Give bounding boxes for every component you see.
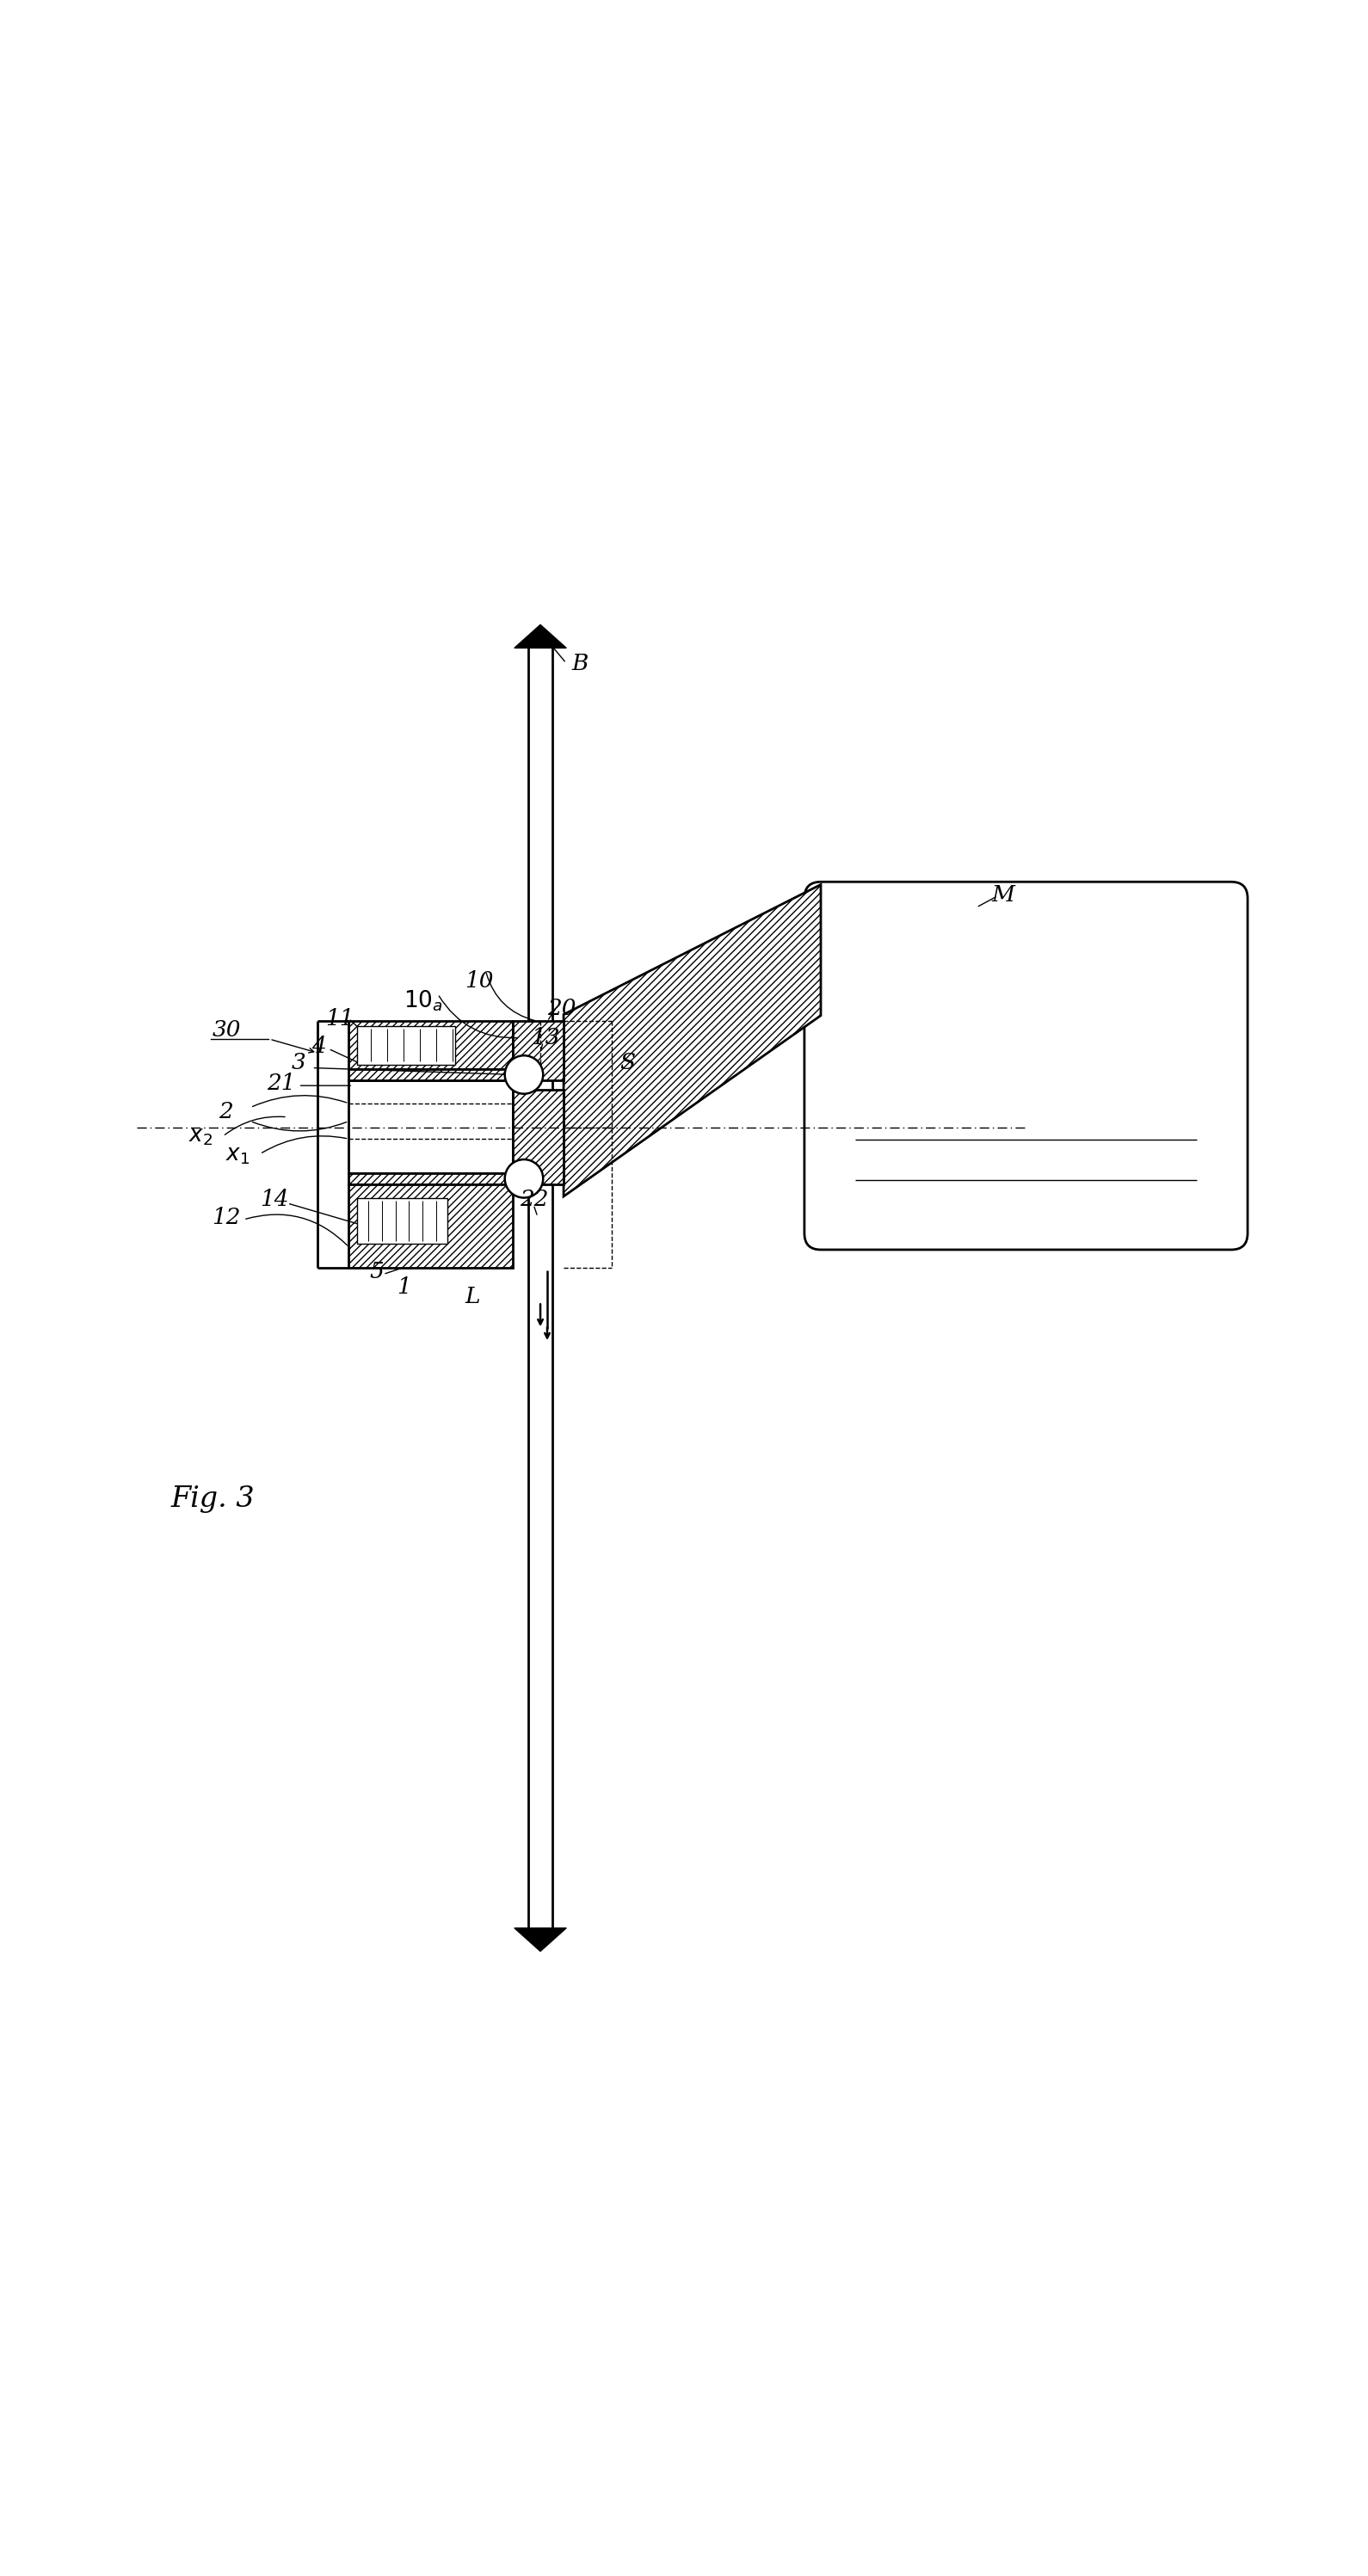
Bar (513, 1090, 564, 1185)
Bar (349, 1020, 513, 1069)
Bar (349, 1069, 513, 1079)
Text: 14: 14 (260, 1188, 289, 1211)
Text: 5: 5 (369, 1262, 384, 1283)
Polygon shape (514, 626, 566, 649)
Polygon shape (564, 884, 821, 1195)
Text: $10_a$: $10_a$ (404, 989, 443, 1012)
Text: 12: 12 (212, 1206, 241, 1229)
Bar (357, 1198, 447, 1244)
Bar (349, 1172, 513, 1185)
Text: 13: 13 (531, 1028, 560, 1048)
Text: $x_1$: $x_1$ (226, 1144, 250, 1167)
Bar (513, 1020, 564, 1079)
Text: 3: 3 (291, 1051, 306, 1074)
Text: M: M (992, 884, 1015, 904)
Text: 20: 20 (547, 997, 576, 1018)
Text: 22: 22 (520, 1188, 549, 1211)
Text: B: B (572, 652, 588, 675)
Circle shape (505, 1159, 543, 1198)
Bar (349, 1079, 513, 1172)
Text: $x_2$: $x_2$ (189, 1126, 213, 1146)
Text: 30: 30 (212, 1020, 241, 1041)
Bar (357, 1025, 456, 1064)
Text: 2: 2 (219, 1100, 234, 1123)
Text: 4: 4 (312, 1036, 327, 1056)
Text: S: S (620, 1051, 635, 1074)
Text: 11: 11 (326, 1007, 354, 1030)
Text: 21: 21 (267, 1072, 295, 1095)
Bar (349, 1185, 513, 1267)
Circle shape (505, 1056, 543, 1095)
Text: 10: 10 (465, 971, 494, 992)
Polygon shape (514, 1927, 566, 1950)
Text: L: L (465, 1285, 480, 1309)
Text: 1: 1 (397, 1275, 412, 1298)
FancyBboxPatch shape (804, 881, 1248, 1249)
Text: Fig. 3: Fig. 3 (171, 1486, 254, 1512)
